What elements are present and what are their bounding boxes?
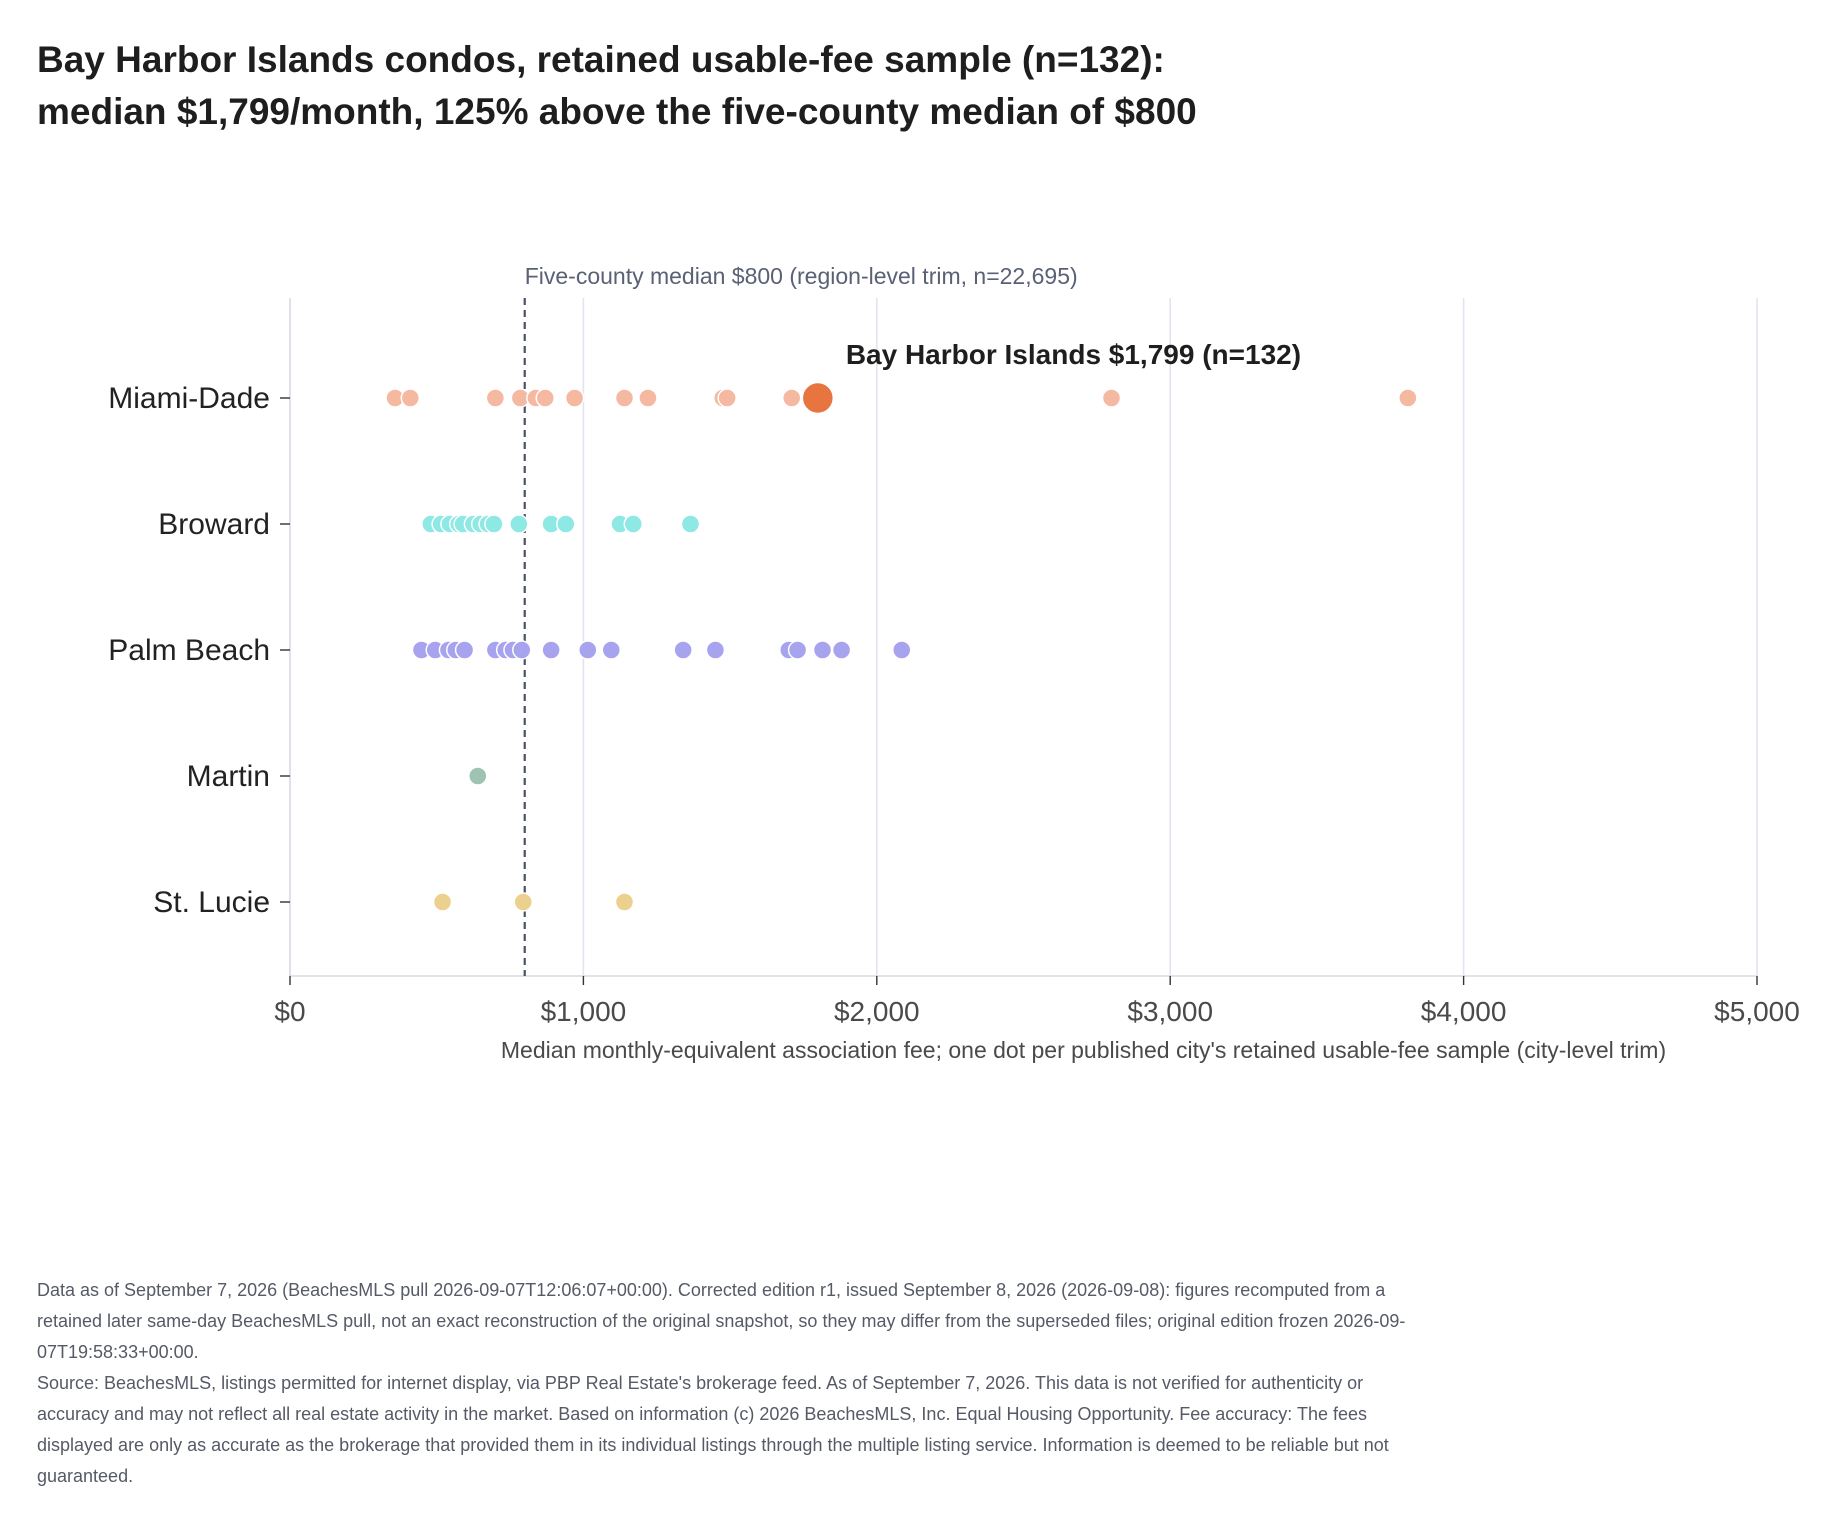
x-tick-label: $5,000 bbox=[1714, 996, 1800, 1027]
data-point bbox=[400, 388, 421, 408]
y-category-label: Palm Beach bbox=[108, 634, 270, 667]
x-tick-label: $2,000 bbox=[834, 996, 920, 1027]
data-point bbox=[638, 388, 658, 408]
data-point bbox=[578, 640, 598, 660]
data-point bbox=[891, 640, 912, 660]
data-point bbox=[831, 640, 852, 660]
chart-title: Bay Harbor Islands condos, retained usab… bbox=[37, 34, 1797, 138]
footnote-data-edition: Data as of September 7, 2026 (BeachesMLS… bbox=[37, 1280, 1406, 1362]
footnotes: Data as of September 7, 2026 (BeachesMLS… bbox=[37, 1275, 1407, 1492]
data-point bbox=[614, 388, 635, 408]
x-tick-label: $0 bbox=[274, 996, 305, 1027]
data-point bbox=[432, 892, 453, 912]
y-category-label: Miami-Dade bbox=[108, 382, 270, 415]
y-category-label: St. Lucie bbox=[153, 886, 270, 919]
data-point bbox=[614, 892, 635, 912]
footnote-source: Source: BeachesMLS, listings permitted f… bbox=[37, 1373, 1389, 1486]
highlight-label: Bay Harbor Islands $1,799 (n=132) bbox=[846, 339, 1301, 370]
data-point bbox=[468, 766, 488, 786]
data-point bbox=[564, 388, 585, 408]
data-point bbox=[705, 640, 726, 660]
data-point bbox=[513, 892, 534, 912]
reference-line-label: Five-county median $800 (region-level tr… bbox=[525, 263, 1078, 289]
x-tick-label: $4,000 bbox=[1421, 996, 1507, 1027]
data-point bbox=[680, 514, 701, 534]
chart-title-line-2: median $1,799/month, 125% above the five… bbox=[37, 91, 1197, 132]
data-point bbox=[541, 640, 561, 660]
x-tick-label: $1,000 bbox=[541, 996, 627, 1027]
y-category-label: Broward bbox=[158, 508, 270, 541]
x-axis-ticks: $0 $1,000 $2,000 $3,000 $4,000 $5,000 bbox=[274, 976, 1800, 1027]
y-axis-ticks: Miami-Dade Broward Palm Beach Martin St. Luc… bbox=[108, 382, 290, 919]
data-point bbox=[1101, 388, 1122, 408]
data-point bbox=[509, 514, 529, 534]
data-point bbox=[623, 514, 644, 534]
data-point bbox=[673, 640, 693, 660]
data-points bbox=[385, 388, 1418, 912]
data-point bbox=[535, 388, 556, 408]
chart-title-line-1: Bay Harbor Islands condos, retained usab… bbox=[37, 39, 1165, 80]
data-point bbox=[787, 640, 808, 660]
data-point bbox=[485, 388, 506, 408]
x-tick-label: $3,000 bbox=[1127, 996, 1213, 1027]
y-category-label: Martin bbox=[187, 760, 270, 793]
data-point bbox=[512, 640, 532, 660]
data-point bbox=[812, 640, 833, 660]
data-point bbox=[484, 514, 504, 534]
data-point bbox=[601, 640, 622, 660]
data-point bbox=[781, 388, 802, 408]
data-point bbox=[454, 640, 475, 660]
data-point bbox=[1398, 388, 1418, 408]
data-point bbox=[556, 514, 576, 534]
axes bbox=[289, 298, 1757, 977]
dot-strip-chart: $0 $1,000 $2,000 $3,000 $4,000 $5,000 Miami-D… bbox=[108, 263, 1800, 1063]
x-axis-title: Median monthly-equivalent association fe… bbox=[501, 1037, 1666, 1063]
data-point bbox=[717, 388, 737, 408]
gridlines bbox=[582, 298, 1758, 976]
highlight-point-bay-harbor-islands bbox=[801, 381, 835, 415]
